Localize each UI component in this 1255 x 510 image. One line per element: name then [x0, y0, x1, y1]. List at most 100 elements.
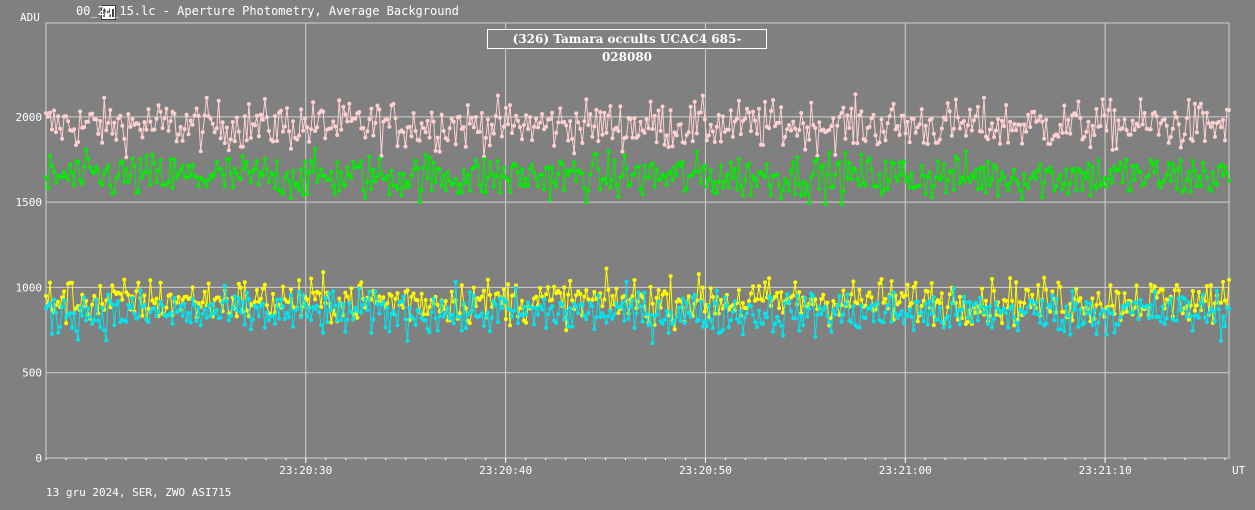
- series-point-1: [433, 180, 438, 185]
- series-point-1: [570, 168, 575, 173]
- series-point-3: [953, 313, 958, 318]
- series-point-0: [349, 119, 354, 124]
- series-point-2: [524, 320, 528, 325]
- series-point-0: [536, 125, 541, 130]
- series-point-3: [399, 299, 404, 304]
- series-point-2: [652, 323, 657, 327]
- series-point-0: [783, 134, 788, 139]
- series-point-1: [1225, 171, 1229, 175]
- series-point-0: [301, 128, 306, 133]
- series-point-1: [126, 179, 131, 184]
- series-point-2: [140, 313, 145, 318]
- series-point-1: [939, 174, 944, 179]
- series-point-3: [495, 320, 500, 325]
- series-point-2: [650, 301, 655, 306]
- series-point-1: [815, 157, 820, 161]
- series-point-3: [112, 323, 117, 328]
- series-point-2: [252, 299, 257, 304]
- series-point-0: [285, 106, 289, 111]
- series-point-3: [110, 302, 115, 307]
- series-point-3: [927, 299, 932, 304]
- series-point-0: [100, 140, 105, 145]
- series-point-1: [998, 178, 1002, 183]
- series-point-1: [1170, 162, 1175, 167]
- series-point-2: [550, 297, 555, 302]
- series-point-3: [275, 297, 279, 302]
- series-point-1: [1142, 181, 1147, 186]
- series-point-0: [839, 111, 844, 115]
- series-point-1: [439, 183, 444, 188]
- series-point-0: [996, 117, 1000, 122]
- series-point-3: [491, 299, 496, 304]
- series-point-3: [479, 311, 484, 316]
- series-point-2: [180, 297, 185, 302]
- series-point-0: [1100, 97, 1105, 102]
- series-point-0: [1042, 136, 1047, 141]
- series-point-0: [1219, 125, 1223, 130]
- series-point-1: [293, 184, 298, 189]
- series-point-0: [164, 106, 169, 111]
- series-point-3: [656, 299, 661, 304]
- series-point-0: [190, 122, 195, 127]
- series-point-0: [1217, 119, 1221, 124]
- series-point-0: [156, 103, 161, 108]
- series-point-3: [574, 304, 579, 309]
- series-point-1: [624, 166, 629, 171]
- series-point-0: [594, 107, 599, 112]
- series-point-2: [546, 285, 551, 290]
- series-point-1: [943, 190, 948, 195]
- series-point-1: [1154, 159, 1159, 164]
- series-point-3: [345, 317, 350, 322]
- series-point-0: [122, 136, 127, 141]
- series-point-1: [803, 192, 808, 197]
- series-point-2: [216, 295, 221, 300]
- series-point-3: [650, 341, 655, 346]
- series-point-2: [640, 295, 645, 300]
- series-point-3: [799, 313, 804, 318]
- series-point-3: [745, 311, 749, 316]
- series-point-1: [586, 188, 591, 193]
- series-point-0: [638, 119, 643, 124]
- series-point-0: [869, 116, 874, 121]
- series-point-3: [899, 309, 904, 314]
- series-point-1: [574, 179, 579, 183]
- series-point-1: [421, 165, 426, 170]
- series-point-3: [626, 316, 631, 321]
- series-point-3: [1058, 327, 1063, 331]
- series-point-3: [510, 314, 514, 319]
- series-point-3: [726, 325, 731, 330]
- series-point-1: [1034, 176, 1039, 181]
- series-point-0: [1010, 128, 1015, 133]
- series-point-3: [313, 307, 318, 312]
- series-point-1: [807, 201, 812, 205]
- series-point-3: [736, 320, 741, 325]
- series-point-1: [937, 177, 942, 182]
- series-point-2: [654, 295, 659, 300]
- series-point-1: [92, 171, 97, 176]
- series-point-2: [110, 283, 115, 288]
- series-point-3: [1188, 314, 1193, 319]
- series-point-3: [678, 318, 683, 323]
- series-point-2: [797, 290, 802, 295]
- series-point-1: [879, 192, 884, 197]
- series-point-3: [921, 319, 926, 324]
- series-point-1: [411, 167, 416, 172]
- series-point-2: [606, 287, 611, 292]
- series-point-1: [238, 177, 243, 182]
- series-point-3: [977, 295, 982, 300]
- series-point-1: [94, 165, 99, 170]
- series-point-1: [857, 183, 862, 188]
- series-point-0: [967, 107, 972, 112]
- series-point-2: [202, 289, 207, 294]
- series-point-0: [451, 119, 456, 124]
- series-point-0: [510, 131, 514, 136]
- series-point-1: [437, 167, 442, 172]
- series-point-2: [152, 301, 157, 306]
- series-point-3: [700, 324, 705, 329]
- series-point-3: [618, 305, 623, 310]
- series-point-3: [1048, 305, 1053, 310]
- series-point-3: [291, 324, 295, 329]
- series-point-1: [80, 181, 85, 186]
- series-point-3: [911, 327, 916, 332]
